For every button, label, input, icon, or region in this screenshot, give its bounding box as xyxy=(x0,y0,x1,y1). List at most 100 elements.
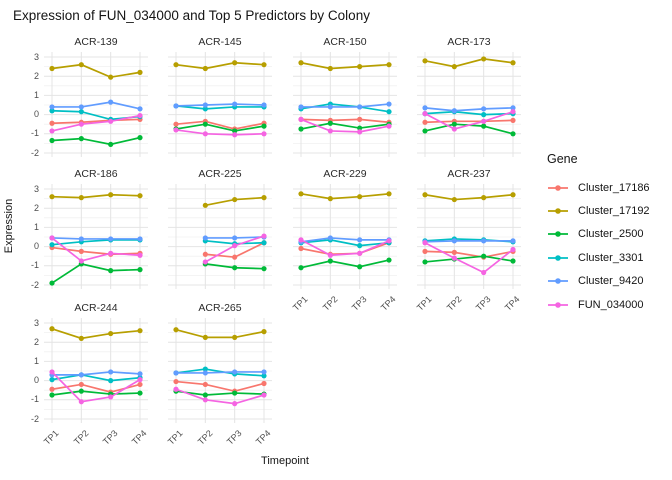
data-point xyxy=(510,60,516,66)
y-tick-label: 1 xyxy=(33,355,39,366)
series-line-cluster_2500 xyxy=(51,390,141,396)
data-point xyxy=(232,390,238,396)
data-point xyxy=(78,195,84,201)
series-line-cluster_17192 xyxy=(300,192,390,200)
y-tick-label: -1 xyxy=(30,260,39,271)
series-line-cluster_9420 xyxy=(424,239,514,243)
data-point xyxy=(108,236,114,242)
series-line-cluster_17192 xyxy=(175,61,265,70)
data-point xyxy=(261,369,267,375)
chart-title: Expression of FUN_034000 and Top 5 Predi… xyxy=(13,8,370,23)
data-point xyxy=(510,246,516,253)
data-point xyxy=(422,259,428,265)
data-point xyxy=(327,196,333,202)
x-tick-label: TP4 xyxy=(254,428,274,447)
data-point xyxy=(49,386,55,392)
data-point xyxy=(232,243,238,249)
series-line-cluster_17192 xyxy=(424,193,514,201)
data-point xyxy=(49,280,55,286)
legend-item: Cluster_9420 xyxy=(547,270,650,293)
data-point xyxy=(298,104,304,110)
data-point xyxy=(49,235,55,241)
series-line-fun_034000 xyxy=(175,129,265,136)
data-point xyxy=(137,112,143,119)
data-point xyxy=(49,392,55,398)
data-point xyxy=(49,108,55,114)
x-tick-label: TP1 xyxy=(291,294,311,313)
legend-title: Gene xyxy=(547,152,578,166)
series-line-cluster_9420 xyxy=(424,107,514,112)
y-tick-label: 2 xyxy=(33,336,39,347)
data-point xyxy=(49,242,55,248)
data-point xyxy=(261,195,267,201)
y-tick-label: -1 xyxy=(30,128,39,139)
data-point xyxy=(78,104,84,110)
series-line-cluster_3301 xyxy=(175,105,265,110)
legend-item: Cluster_17192 xyxy=(547,199,650,222)
data-point xyxy=(510,109,516,115)
data-point xyxy=(78,136,84,142)
series-line-fun_034000 xyxy=(300,118,390,133)
x-tick-label: TP1 xyxy=(415,294,435,313)
data-point xyxy=(261,62,267,68)
data-point xyxy=(49,369,55,375)
y-tick-label: 3 xyxy=(33,317,39,328)
data-point xyxy=(78,109,84,115)
data-point xyxy=(202,65,208,72)
facet-panel xyxy=(44,52,148,157)
data-point xyxy=(137,252,143,258)
data-point xyxy=(422,128,428,134)
x-tick-label: TP4 xyxy=(130,428,150,447)
facet-title: ACR-244 xyxy=(74,302,118,314)
y-tick-label: 1 xyxy=(33,89,39,100)
data-point xyxy=(137,381,143,388)
data-point xyxy=(298,191,304,197)
data-point xyxy=(108,268,114,274)
data-point xyxy=(510,192,516,198)
data-point xyxy=(386,238,392,244)
series-line-cluster_3301 xyxy=(175,368,265,377)
data-point xyxy=(261,233,267,239)
y-tick-label: 2 xyxy=(33,202,39,213)
legend-label: FUN_034000 xyxy=(578,298,644,311)
facet-title: ACR-139 xyxy=(74,36,118,48)
data-point xyxy=(137,69,143,75)
series-line-cluster_17192 xyxy=(51,327,141,340)
data-point xyxy=(202,121,208,127)
y-axis-title: Expression xyxy=(3,198,15,254)
legend-item: Cluster_3301 xyxy=(547,246,650,269)
data-point xyxy=(386,191,392,197)
series-line-cluster_17186 xyxy=(175,380,265,393)
y-tick-label: 3 xyxy=(33,183,39,194)
data-point xyxy=(357,104,363,110)
data-point xyxy=(481,195,487,201)
data-point xyxy=(49,326,55,332)
legend-items: Cluster_17186 Cluster_17192 Cluster_2500 Cl… xyxy=(547,176,650,316)
data-point xyxy=(108,330,114,337)
series-line-cluster_3301 xyxy=(300,239,390,247)
data-point xyxy=(357,125,363,131)
series-line-cluster_17186 xyxy=(51,118,141,125)
facet-panel xyxy=(168,318,272,423)
x-tick-label: TP2 xyxy=(71,428,91,447)
data-point xyxy=(108,141,114,147)
data-point xyxy=(137,390,143,396)
x-tick-label: TP3 xyxy=(473,294,493,313)
data-point xyxy=(261,380,267,387)
data-point xyxy=(49,104,55,110)
y-tick-label: 0 xyxy=(33,241,39,252)
data-point xyxy=(422,58,428,64)
data-point xyxy=(261,266,267,272)
x-tick-label: TP2 xyxy=(444,294,464,313)
data-point xyxy=(481,123,487,129)
facet-title: ACR-145 xyxy=(198,36,242,48)
series-line-cluster_2500 xyxy=(424,255,514,263)
data-point xyxy=(78,121,84,127)
data-point xyxy=(481,112,487,118)
data-point xyxy=(202,251,208,257)
data-point xyxy=(173,370,179,376)
series-line-fun_034000 xyxy=(300,239,390,257)
data-point xyxy=(108,369,114,375)
data-point xyxy=(481,118,487,124)
